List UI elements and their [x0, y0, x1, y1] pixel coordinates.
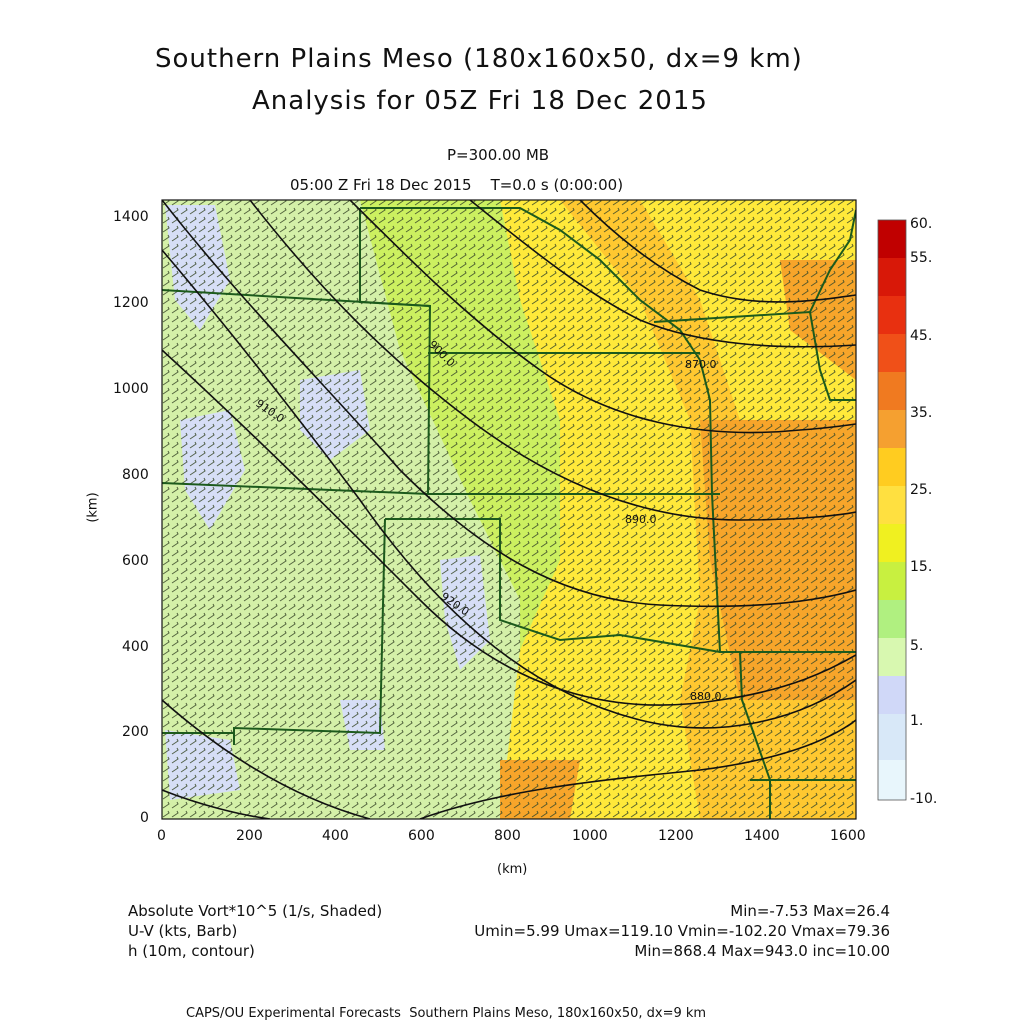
- y-tick: 1400: [113, 209, 149, 225]
- x-tick: 800: [494, 828, 521, 844]
- contour-label: 880.0: [690, 690, 722, 703]
- colorbar-label: 15.: [910, 559, 933, 575]
- legend-field1-stats: Min=-7.53 Max=26.4: [730, 902, 890, 920]
- x-tick: 1600: [830, 828, 866, 844]
- x-tick: 1200: [658, 828, 694, 844]
- colorbar-label: 60.: [910, 216, 933, 232]
- y-tick: 800: [122, 467, 149, 483]
- legend-field1-name: Absolute Vort*10^5 (1/s, Shaded): [128, 902, 383, 920]
- legend-field3-name: h (10m, contour): [128, 942, 255, 960]
- colorbar-label: 5.: [910, 638, 924, 654]
- y-tick: 1200: [113, 295, 149, 311]
- colorbar-label: -10.: [910, 791, 938, 807]
- y-tick: 1000: [113, 381, 149, 397]
- y-axis-label: (km): [85, 492, 101, 523]
- y-tick: 0: [140, 810, 149, 826]
- x-tick: 600: [408, 828, 435, 844]
- contour-label: 890.0: [625, 513, 657, 526]
- title-line-1: Southern Plains Meso (180x160x50, dx=9 k…: [155, 44, 803, 74]
- y-tick: 400: [122, 639, 149, 655]
- x-tick: 200: [236, 828, 263, 844]
- x-tick: 400: [322, 828, 349, 844]
- title-line-2: Analysis for 05Z Fri 18 Dec 2015: [252, 86, 708, 116]
- x-tick: 0: [157, 828, 166, 844]
- x-tick: 1400: [744, 828, 780, 844]
- plot-frame: [161, 199, 857, 820]
- y-tick: 600: [122, 553, 149, 569]
- state-borders: [162, 207, 856, 819]
- x-axis-label: (km): [497, 862, 528, 877]
- colorbar-label: 1.: [910, 713, 924, 729]
- legend-field2-name: U-V (kts, Barb): [128, 922, 238, 940]
- x-tick: 1000: [572, 828, 608, 844]
- footer-credit: CAPS/OU Experimental Forecasts Southern …: [186, 1006, 707, 1021]
- y-tick: 200: [122, 724, 149, 740]
- contour-label: 870.0: [685, 358, 717, 371]
- colorbar-label: 45.: [910, 328, 933, 344]
- colorbar-label: 35.: [910, 405, 933, 421]
- pressure-level: P=300.00 MB: [447, 146, 550, 164]
- valid-time: 05:00 Z Fri 18 Dec 2015 T=0.0 s (0:00:00…: [290, 176, 624, 194]
- colorbar-label: 55.: [910, 250, 933, 266]
- colorbar-label: 25.: [910, 482, 933, 498]
- colorbar: [877, 219, 907, 801]
- legend-field2-stats: Umin=5.99 Umax=119.10 Vmin=-102.20 Vmax=…: [474, 922, 890, 940]
- legend-field3-stats: Min=868.4 Max=943.0 inc=10.00: [634, 942, 890, 960]
- height-contours: [162, 200, 856, 819]
- vorticity-shading: [162, 200, 856, 819]
